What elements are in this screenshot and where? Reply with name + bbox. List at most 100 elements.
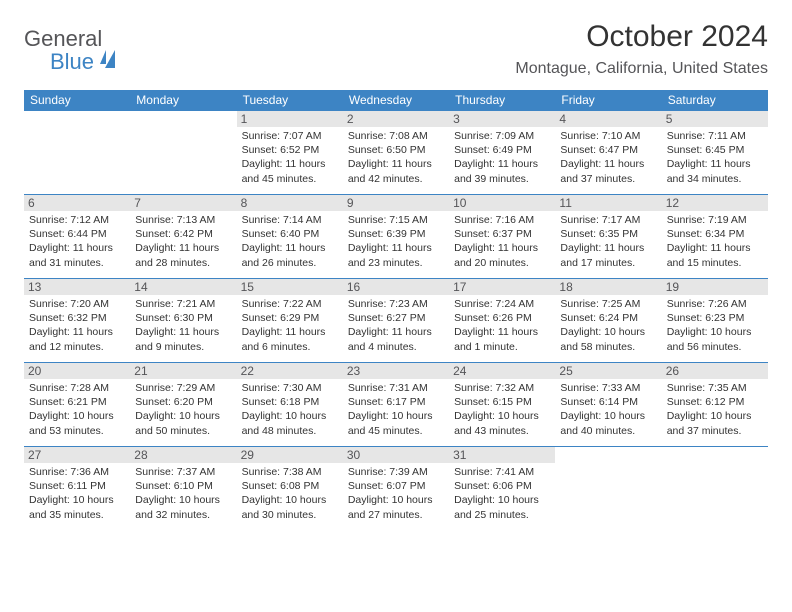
- sunset-text: Sunset: 6:49 PM: [454, 143, 550, 157]
- day-number: 10: [449, 195, 555, 211]
- day-details: Sunrise: 7:24 AMSunset: 6:26 PMDaylight:…: [454, 297, 550, 354]
- sunrise-text: Sunrise: 7:33 AM: [560, 381, 656, 395]
- sunrise-text: Sunrise: 7:12 AM: [29, 213, 125, 227]
- calendar-cell: [24, 111, 130, 195]
- daylight-text: Daylight: 10 hours and 56 minutes.: [667, 325, 763, 353]
- sunrise-text: Sunrise: 7:36 AM: [29, 465, 125, 479]
- daylight-text: Daylight: 10 hours and 35 minutes.: [29, 493, 125, 521]
- day-header-row: SundayMondayTuesdayWednesdayThursdayFrid…: [24, 90, 768, 111]
- daylight-text: Daylight: 10 hours and 53 minutes.: [29, 409, 125, 437]
- daylight-text: Daylight: 10 hours and 25 minutes.: [454, 493, 550, 521]
- calendar-cell: 22Sunrise: 7:30 AMSunset: 6:18 PMDayligh…: [237, 363, 343, 447]
- calendar-cell: 3Sunrise: 7:09 AMSunset: 6:49 PMDaylight…: [449, 111, 555, 195]
- sunset-text: Sunset: 6:06 PM: [454, 479, 550, 493]
- day-number: 8: [237, 195, 343, 211]
- day-details: Sunrise: 7:31 AMSunset: 6:17 PMDaylight:…: [348, 381, 444, 438]
- calendar-row: 13Sunrise: 7:20 AMSunset: 6:32 PMDayligh…: [24, 279, 768, 363]
- day-number: 27: [24, 447, 130, 463]
- daylight-text: Daylight: 10 hours and 48 minutes.: [242, 409, 338, 437]
- sunset-text: Sunset: 6:50 PM: [348, 143, 444, 157]
- day-header: Saturday: [662, 90, 768, 111]
- calendar-cell: 8Sunrise: 7:14 AMSunset: 6:40 PMDaylight…: [237, 195, 343, 279]
- sunrise-text: Sunrise: 7:14 AM: [242, 213, 338, 227]
- sunrise-text: Sunrise: 7:11 AM: [667, 129, 763, 143]
- calendar-cell: 15 Sunrise: 7:22 AMSunset: 6:29 PMDayligh…: [237, 279, 343, 363]
- calendar-cell: 9Sunrise: 7:15 AMSunset: 6:39 PMDaylight…: [343, 195, 449, 279]
- sunset-text: Sunset: 6:34 PM: [667, 227, 763, 241]
- title-block: October 2024 Montague, California, Unite…: [515, 20, 768, 84]
- calendar-cell: 10 Sunrise: 7:16 AMSunset: 6:37 PMDayligh…: [449, 195, 555, 279]
- sunset-text: Sunset: 6:20 PM: [135, 395, 231, 409]
- calendar-table: SundayMondayTuesdayWednesdayThursdayFrid…: [24, 90, 768, 531]
- day-details: Sunrise: 7:32 AMSunset: 6:15 PMDaylight:…: [454, 381, 550, 438]
- daylight-text: Daylight: 11 hours and 42 minutes.: [348, 157, 444, 185]
- day-details: Sunrise: 7:30 AMSunset: 6:18 PMDaylight:…: [242, 381, 338, 438]
- sunrise-text: Sunrise: 7:13 AM: [135, 213, 231, 227]
- sunrise-text: Sunrise: 7:22 AM: [242, 297, 338, 311]
- day-number: 2: [343, 111, 449, 127]
- day-details: Sunrise: 7:23 AMSunset: 6:27 PMDaylight:…: [348, 297, 444, 354]
- header: General Blue October 2024 Montague, Cali…: [24, 20, 768, 84]
- calendar-cell: 1Sunrise: 7:07 AMSunset: 6:52 PMDaylight…: [237, 111, 343, 195]
- sunrise-text: Sunrise: 7:08 AM: [348, 129, 444, 143]
- day-number: 25: [555, 363, 661, 379]
- calendar-cell: 2 Sunrise: 7:08 AMSunset: 6:50 PMDaylight…: [343, 111, 449, 195]
- sunset-text: Sunset: 6:47 PM: [560, 143, 656, 157]
- calendar-cell: 29Sunrise: 7:38 AMSunset: 6:08 PMDayligh…: [237, 447, 343, 531]
- day-number: 26: [662, 363, 768, 379]
- daylight-text: Daylight: 11 hours and 6 minutes.: [242, 325, 338, 353]
- day-number: 4: [555, 111, 661, 127]
- day-number: 30: [343, 447, 449, 463]
- day-details: Sunrise: 7:16 AMSunset: 6:37 PMDaylight:…: [454, 213, 550, 270]
- day-details: Sunrise: 7:13 AMSunset: 6:42 PMDaylight:…: [135, 213, 231, 270]
- calendar-cell: 20Sunrise: 7:28 AMSunset: 6:21 PMDayligh…: [24, 363, 130, 447]
- sunrise-text: Sunrise: 7:21 AM: [135, 297, 231, 311]
- day-header: Thursday: [449, 90, 555, 111]
- day-details: Sunrise: 7:38 AMSunset: 6:08 PMDaylight:…: [242, 465, 338, 522]
- daylight-text: Daylight: 11 hours and 37 minutes.: [560, 157, 656, 185]
- day-details: Sunrise: 7:21 AMSunset: 6:30 PMDaylight:…: [135, 297, 231, 354]
- daylight-text: Daylight: 11 hours and 39 minutes.: [454, 157, 550, 185]
- logo-word1: General: [24, 26, 102, 51]
- daylight-text: Daylight: 11 hours and 28 minutes.: [135, 241, 231, 269]
- day-details: Sunrise: 7:36 AMSunset: 6:11 PMDaylight:…: [29, 465, 125, 522]
- sunrise-text: Sunrise: 7:25 AM: [560, 297, 656, 311]
- day-details: Sunrise: 7:26 AMSunset: 6:23 PMDaylight:…: [667, 297, 763, 354]
- sunrise-text: Sunrise: 7:28 AM: [29, 381, 125, 395]
- daylight-text: Daylight: 11 hours and 31 minutes.: [29, 241, 125, 269]
- sunset-text: Sunset: 6:32 PM: [29, 311, 125, 325]
- calendar-cell: 26Sunrise: 7:35 AMSunset: 6:12 PMDayligh…: [662, 363, 768, 447]
- day-number: 24: [449, 363, 555, 379]
- calendar-cell: [555, 447, 661, 531]
- sunrise-text: Sunrise: 7:32 AM: [454, 381, 550, 395]
- sunrise-text: Sunrise: 7:16 AM: [454, 213, 550, 227]
- sunrise-text: Sunrise: 7:37 AM: [135, 465, 231, 479]
- sunset-text: Sunset: 6:29 PM: [242, 311, 338, 325]
- sunset-text: Sunset: 6:07 PM: [348, 479, 444, 493]
- day-number: 23: [343, 363, 449, 379]
- day-header: Tuesday: [237, 90, 343, 111]
- calendar-cell: 13Sunrise: 7:20 AMSunset: 6:32 PMDayligh…: [24, 279, 130, 363]
- calendar-cell: 25 Sunrise: 7:33 AMSunset: 6:14 PMDayligh…: [555, 363, 661, 447]
- sunset-text: Sunset: 6:10 PM: [135, 479, 231, 493]
- day-details: Sunrise: 7:07 AMSunset: 6:52 PMDaylight:…: [242, 129, 338, 186]
- sunset-text: Sunset: 6:15 PM: [454, 395, 550, 409]
- sunrise-text: Sunrise: 7:10 AM: [560, 129, 656, 143]
- sunrise-text: Sunrise: 7:31 AM: [348, 381, 444, 395]
- daylight-text: Daylight: 11 hours and 1 minute.: [454, 325, 550, 353]
- sunset-text: Sunset: 6:24 PM: [560, 311, 656, 325]
- daylight-text: Daylight: 11 hours and 45 minutes.: [242, 157, 338, 185]
- day-number: 15: [237, 279, 343, 295]
- calendar-cell: 18Sunrise: 7:25 AMSunset: 6:24 PMDayligh…: [555, 279, 661, 363]
- day-details: Sunrise: 7:08 AMSunset: 6:50 PMDaylight:…: [348, 129, 444, 186]
- calendar-cell: 17Sunrise: 7:24 AMSunset: 6:26 PMDayligh…: [449, 279, 555, 363]
- day-number: 18: [555, 279, 661, 295]
- day-details: Sunrise: 7:33 AMSunset: 6:14 PMDaylight:…: [560, 381, 656, 438]
- calendar-cell: 27 Sunrise: 7:36 AMSunset: 6:11 PMDayligh…: [24, 447, 130, 531]
- sunrise-text: Sunrise: 7:15 AM: [348, 213, 444, 227]
- daylight-text: Daylight: 10 hours and 43 minutes.: [454, 409, 550, 437]
- sunset-text: Sunset: 6:08 PM: [242, 479, 338, 493]
- sunrise-text: Sunrise: 7:23 AM: [348, 297, 444, 311]
- day-number: 7: [130, 195, 236, 211]
- sunrise-text: Sunrise: 7:19 AM: [667, 213, 763, 227]
